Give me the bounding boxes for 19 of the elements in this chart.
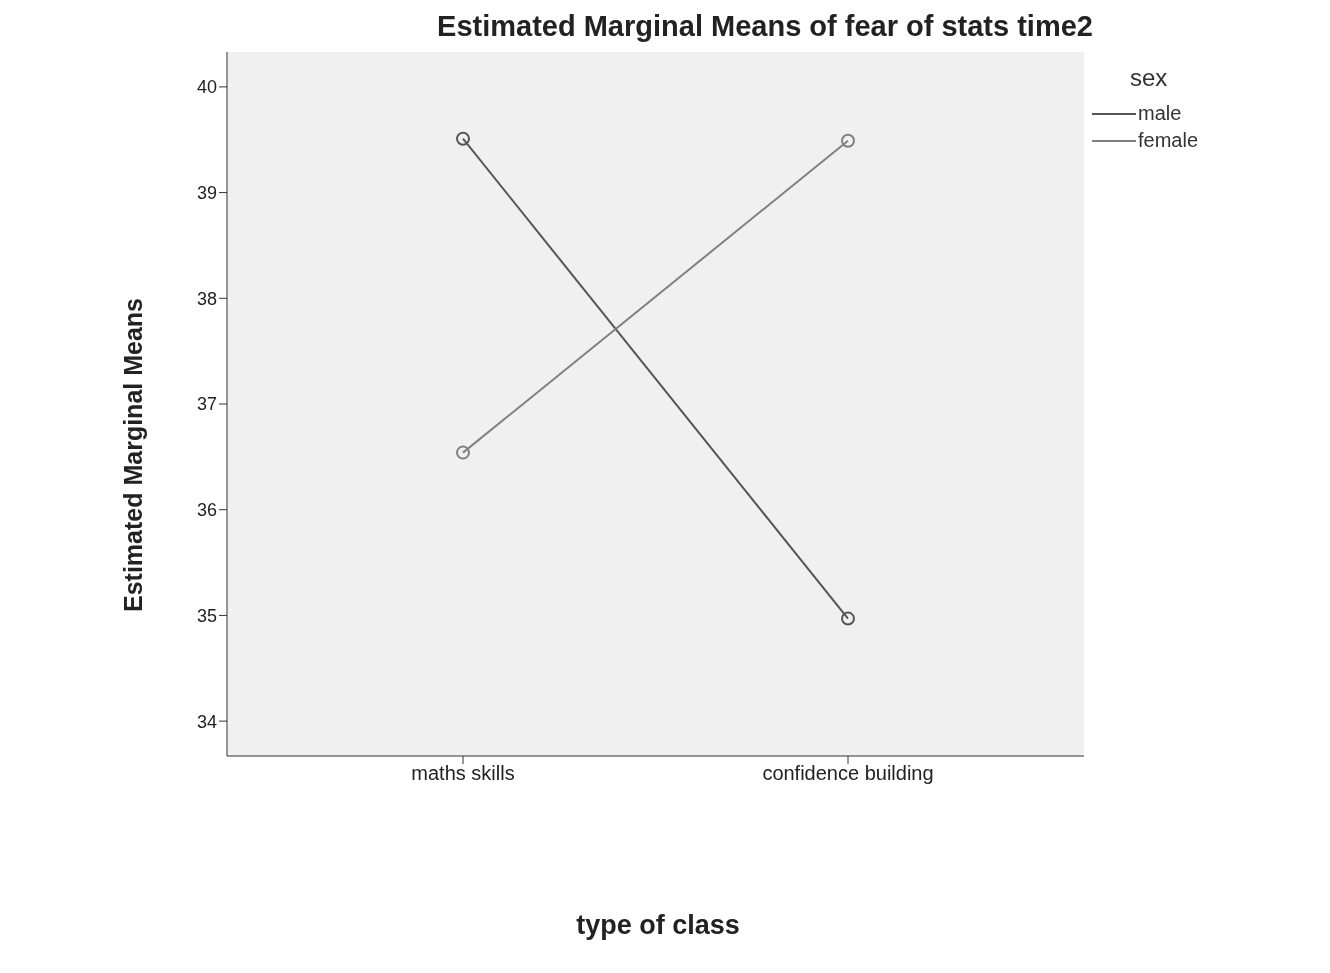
chart-title: Estimated Marginal Means of fear of stats time2 <box>436 10 1094 43</box>
legend-label: male <box>1138 102 1182 125</box>
legend-label: female <box>1138 129 1199 152</box>
y-tick-label: 34 <box>196 711 217 732</box>
x-axis-title: type of class <box>576 910 740 941</box>
x-tick-label: maths skills <box>411 762 515 785</box>
point <box>456 131 470 146</box>
point <box>841 133 855 148</box>
y-tick-label: 39 <box>196 182 217 203</box>
x-tick-label: confidence building <box>762 762 934 785</box>
y-tick-label: 36 <box>196 500 217 521</box>
y-tick-label: 38 <box>196 288 217 309</box>
y-tick-label: 37 <box>196 394 217 415</box>
legend-title: sex <box>1130 64 1169 92</box>
point <box>841 611 855 626</box>
y-tick-label: 40 <box>196 77 217 98</box>
point <box>456 445 470 460</box>
y-tick-label: 35 <box>196 605 217 626</box>
y-axis-title: Estimated Marginal Means <box>118 298 148 612</box>
